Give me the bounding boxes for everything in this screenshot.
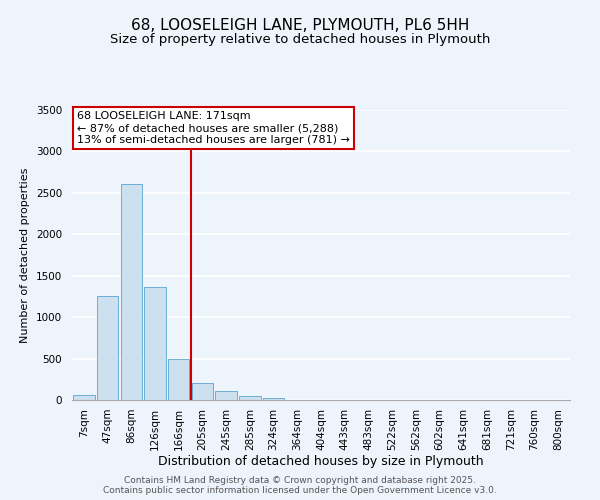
Bar: [215, 391, 237, 400]
Bar: [239, 396, 260, 400]
Text: Size of property relative to detached houses in Plymouth: Size of property relative to detached ho…: [110, 32, 490, 46]
Bar: [73, 396, 95, 400]
Text: 68 LOOSELEIGH LANE: 171sqm
← 87% of detached houses are smaller (5,288)
13% of s: 68 LOOSELEIGH LANE: 171sqm ← 87% of deta…: [77, 112, 350, 144]
Bar: [263, 398, 284, 400]
Text: Contains public sector information licensed under the Open Government Licence v3: Contains public sector information licen…: [103, 486, 497, 495]
Y-axis label: Number of detached properties: Number of detached properties: [20, 168, 31, 342]
Bar: [121, 184, 142, 400]
Bar: [192, 383, 213, 400]
Bar: [168, 358, 190, 400]
X-axis label: Distribution of detached houses by size in Plymouth: Distribution of detached houses by size …: [158, 456, 484, 468]
Bar: [145, 288, 166, 400]
Text: Contains HM Land Registry data © Crown copyright and database right 2025.: Contains HM Land Registry data © Crown c…: [124, 476, 476, 485]
Bar: [97, 296, 118, 400]
Text: 68, LOOSELEIGH LANE, PLYMOUTH, PL6 5HH: 68, LOOSELEIGH LANE, PLYMOUTH, PL6 5HH: [131, 18, 469, 32]
